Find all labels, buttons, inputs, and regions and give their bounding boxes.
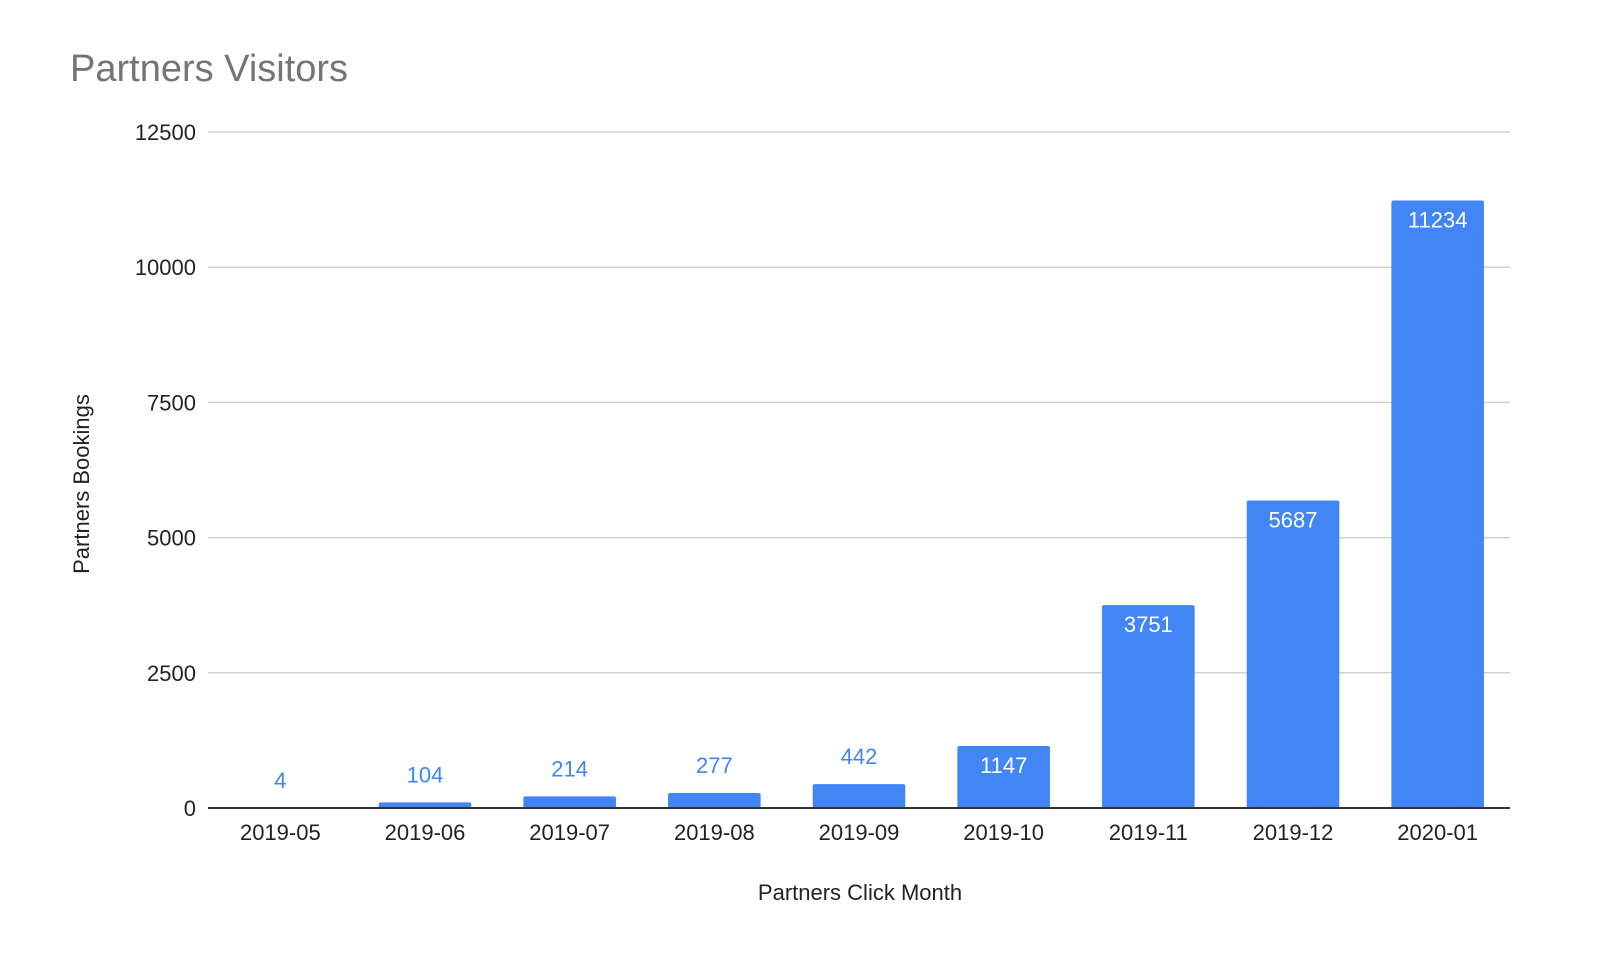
x-tick-label: 2019-09: [819, 820, 900, 845]
y-tick-label: 2500: [147, 661, 196, 686]
bar: [1391, 200, 1484, 809]
x-axis-title: Partners Click Month: [758, 880, 962, 905]
data-label: 5687: [1269, 507, 1318, 532]
bar: [668, 793, 761, 808]
data-label: 442: [841, 744, 878, 769]
x-tick-label: 2019-11: [1109, 820, 1188, 845]
x-tick-label: 2019-10: [963, 820, 1044, 845]
bar: [1102, 605, 1195, 808]
x-axis-ticks: 2019-05 2019-06 2019-07 2019-08 2019-09 2019-…: [240, 820, 1478, 845]
data-label: 4: [274, 768, 286, 793]
data-label: 1147: [980, 753, 1027, 778]
data-label: 277: [696, 753, 733, 778]
data-label: 214: [551, 756, 588, 781]
data-label: 104: [407, 762, 444, 787]
data-label: 11234: [1408, 207, 1468, 232]
x-tick-label: 2020-01: [1397, 820, 1478, 845]
x-tick-label: 2019-08: [674, 820, 755, 845]
data-label: 3751: [1124, 612, 1173, 637]
y-tick-label: 10000: [135, 255, 196, 280]
y-tick-label: 0: [184, 796, 196, 821]
bar: [1246, 500, 1340, 808]
bar: [812, 784, 906, 808]
y-tick-label: 7500: [147, 390, 196, 415]
data-labels: 4 104 214 277 442 1147 3751 5687 11234: [274, 207, 1467, 792]
x-tick-label: 2019-05: [240, 820, 321, 845]
y-axis-title: Partners Bookings: [69, 394, 94, 574]
x-tick-label: 2019-06: [385, 820, 466, 845]
y-tick-label: 12500: [135, 120, 196, 145]
x-tick-label: 2019-07: [529, 820, 610, 845]
chart-title: Partners Visitors: [70, 48, 348, 90]
bars: [234, 200, 1484, 809]
x-tick-label: 2019-12: [1253, 820, 1334, 845]
bar: [523, 796, 616, 808]
y-tick-label: 5000: [147, 526, 196, 551]
bar: [378, 802, 472, 808]
y-axis-ticks: 0 2500 5000 7500 10000 12500: [135, 120, 196, 821]
bar: [957, 745, 1050, 808]
